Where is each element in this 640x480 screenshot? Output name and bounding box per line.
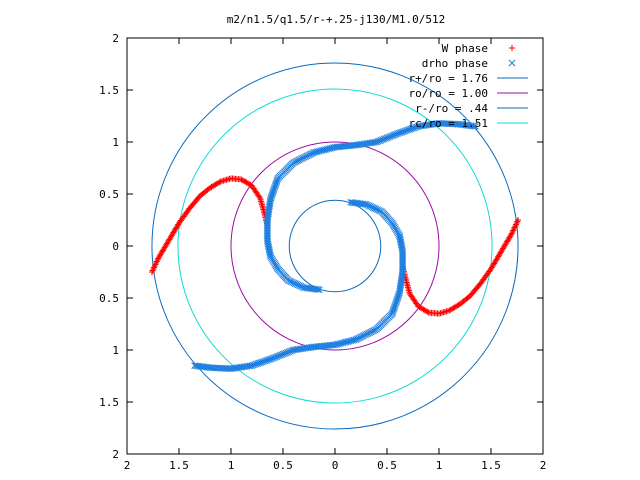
data-point-fill (264, 221, 271, 229)
data-point-fill (399, 262, 406, 269)
data-point-fill (399, 255, 406, 263)
data-point-fill (399, 252, 406, 260)
data-point-fill (314, 286, 322, 293)
data-point-fill (264, 224, 271, 232)
data-point-fill (216, 179, 223, 186)
y-tick-label: 0.5 (99, 188, 119, 201)
data-point-fill (399, 259, 406, 266)
data-point-fill (264, 231, 271, 238)
legend-label: W phase (442, 42, 488, 55)
data-point-fill (399, 265, 406, 273)
series-1-points (191, 119, 479, 373)
x-tick-label: 1 (228, 459, 235, 472)
circle-series-4 (288, 199, 382, 293)
legend-label: r-/ro = .44 (415, 102, 488, 115)
legend-swatch (508, 59, 516, 67)
data-point-fill (264, 218, 271, 225)
data-point-fill (447, 306, 454, 313)
axis-ticks: 2 1.5 1 0.5 0 0.5 1 1.5 221.510.500.511.52 (99, 32, 546, 472)
x-tick-label: 1.5 (169, 459, 189, 472)
plot-frame (126, 37, 544, 455)
legend-label: ro/ro = 1.00 (409, 87, 488, 100)
y-tick-label: 1 (112, 136, 119, 149)
x-tick-label: 2 (540, 459, 547, 472)
legend-label: r+/ro = 1.76 (409, 72, 488, 85)
data-point-fill (264, 232, 271, 240)
data-point (399, 268, 406, 276)
x-tick-label: 1 (436, 459, 443, 472)
data-point-fill (407, 292, 414, 299)
data-point-fill (256, 193, 263, 200)
series-0-points (148, 175, 522, 317)
legend-label: drho phase (422, 57, 488, 70)
legend-swatch (509, 45, 515, 51)
y-tick-label: 2 (112, 32, 119, 45)
circle-series-2 (151, 62, 519, 430)
data-point-fill (399, 263, 406, 271)
data-point-fill (264, 219, 271, 227)
data-point (347, 198, 354, 206)
data-point (264, 216, 271, 224)
data-points (148, 119, 522, 373)
legend-label: rc/ro = 1.51 (409, 117, 488, 130)
data-point-fill (399, 254, 406, 261)
reference-circles (151, 62, 519, 430)
y-tick-label: 1.5 (99, 396, 119, 409)
x-tick-label: 0.5 (273, 459, 293, 472)
x-tick-label: 2 (124, 459, 131, 472)
circle-series-5 (177, 88, 493, 404)
circle-series-3 (230, 141, 440, 351)
x-tick-label: 0.5 (377, 459, 397, 472)
x-tick-label: 1.5 (481, 459, 501, 472)
data-point-fill (399, 260, 406, 268)
data-point-fill (264, 227, 271, 235)
y-tick-label: 0.5 (99, 292, 119, 305)
y-tick-label: 1.5 (99, 84, 119, 97)
data-point-fill (399, 267, 406, 274)
data-point-fill (264, 223, 271, 230)
legend: W phase drho phase r+/ro = 1.76 ro/ro = 1.0… (409, 42, 528, 130)
y-tick-label: 1 (112, 344, 119, 357)
y-tick-label: 0 (112, 240, 119, 253)
data-point-fill (399, 257, 406, 265)
data-point (316, 286, 323, 294)
data-point-fill (264, 229, 271, 237)
data-point-fill (348, 199, 356, 206)
y-tick-label: 2 (112, 448, 119, 461)
data-point-fill (264, 226, 271, 233)
x-tick-label: 0 (332, 459, 339, 472)
chart-title: m2/n1.5/q1.5/r-+.25-j130/M1.0/512 (227, 13, 446, 26)
